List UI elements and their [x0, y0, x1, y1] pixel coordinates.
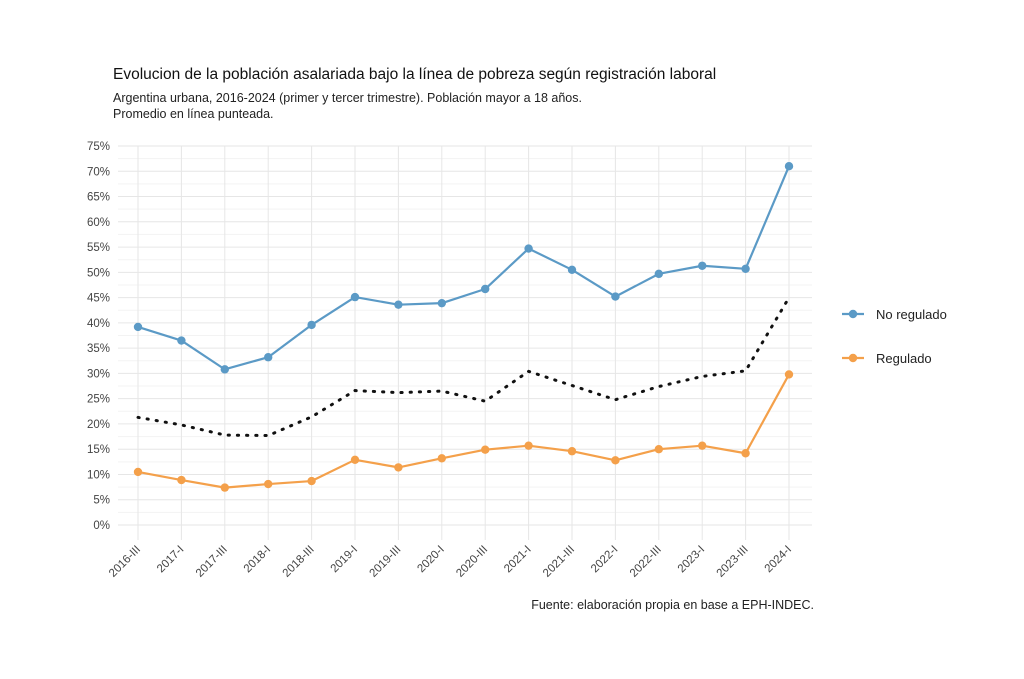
data-point-no-regulado: [784, 162, 794, 171]
legend-label: Regulado: [876, 351, 932, 366]
data-point-regulado: [741, 449, 750, 458]
data-point-regulado: [394, 463, 403, 472]
y-tick-label: 35%: [87, 343, 110, 355]
x-tick-label: 2016-III: [107, 544, 143, 580]
series-line-no-regulado: [137, 165, 791, 371]
series-line-regulado: [137, 373, 790, 489]
data-point-regulado: [220, 483, 229, 492]
x-tick-label: 2020-III: [454, 544, 490, 580]
chart-title: Evolucion de la población asalariada baj…: [113, 66, 716, 83]
y-tick-label: 65%: [87, 192, 110, 204]
x-tick-label: 2021-I: [502, 544, 534, 576]
data-point-regulado: [654, 445, 663, 454]
x-tick-label: 2024-I: [763, 544, 795, 576]
chart-subtitle-line-2: Promedio en línea punteada.: [113, 107, 274, 121]
data-point-regulado: [177, 475, 186, 485]
x-tick-label: 2019-III: [367, 544, 403, 580]
y-tick-label: 55%: [87, 242, 110, 254]
data-point-regulado: [524, 441, 533, 450]
x-tick-label: 2023-I: [676, 544, 708, 576]
data-point-no-regulado: [524, 244, 533, 253]
data-point-regulado: [784, 370, 794, 379]
legend-key-point: [848, 353, 858, 363]
data-point-regulado: [307, 476, 316, 486]
data-point-no-regulado: [177, 336, 186, 345]
series-lines: [133, 162, 794, 492]
legend: No regulado Regulado: [842, 307, 947, 366]
data-point-no-regulado: [567, 265, 577, 275]
x-tick-label: 2017-III: [194, 544, 230, 580]
data-point-no-regulado: [220, 365, 229, 374]
y-tick-label: 15%: [87, 444, 110, 456]
data-point-regulado: [133, 467, 143, 477]
data-point-no-regulado: [611, 292, 620, 301]
x-tick-label: 2022-III: [628, 544, 664, 580]
data-point-regulado: [698, 441, 707, 450]
data-point-no-regulado: [394, 300, 403, 309]
x-tick-label: 2023-III: [715, 544, 751, 580]
data-point-regulado: [264, 479, 273, 489]
legend-key-point: [848, 309, 858, 319]
chart-caption: Fuente: elaboración propia en base a EPH…: [531, 598, 814, 612]
data-point-no-regulado: [481, 284, 490, 294]
y-tick-label: 30%: [87, 368, 110, 380]
data-point-no-regulado: [307, 320, 316, 330]
gridlines: [118, 145, 812, 540]
data-point-no-regulado: [698, 261, 707, 270]
x-axis-ticks: 2016-III 2017-I 2017-III 2018-I 2018-III 2019…: [107, 544, 794, 580]
data-point-no-regulado: [133, 322, 143, 332]
data-point-no-regulado: [264, 353, 273, 362]
average-line: [136, 296, 791, 438]
data-point-no-regulado: [350, 292, 360, 302]
data-point-no-regulado: [654, 269, 663, 279]
y-tick-label: 60%: [87, 217, 110, 229]
y-tick-label: 70%: [87, 166, 110, 178]
y-tick-label: 5%: [93, 495, 110, 507]
data-point-no-regulado: [741, 264, 750, 273]
y-tick-label: 20%: [87, 419, 110, 431]
x-tick-label: 2018-I: [242, 544, 274, 576]
data-point-regulado: [481, 445, 490, 454]
data-point-regulado: [611, 456, 620, 465]
x-tick-label: 2017-I: [155, 544, 187, 576]
x-tick-label: 2021-III: [541, 544, 577, 580]
y-tick-label: 45%: [87, 293, 110, 305]
y-tick-label: 75%: [87, 141, 110, 153]
y-tick-label: 0%: [93, 520, 110, 532]
y-tick-label: 25%: [87, 394, 110, 406]
average-dotted-line: [136, 296, 791, 438]
x-tick-label: 2020-I: [415, 544, 447, 576]
chart-subtitle-line-1: Argentina urbana, 2016-2024 (primer y te…: [113, 91, 582, 105]
x-tick-label: 2022-I: [589, 544, 621, 576]
y-axis-ticks: 0% 5% 10% 15% 20% 25% 30% 35% 40% 45% 50% 55% 60% 65%…: [87, 141, 110, 532]
data-point-regulado: [437, 454, 446, 463]
x-tick-label: 2019-I: [329, 544, 361, 576]
y-tick-label: 50%: [87, 267, 110, 279]
y-tick-label: 10%: [87, 469, 110, 481]
data-point-regulado: [350, 455, 360, 465]
data-point-regulado: [567, 447, 577, 456]
legend-label: No regulado: [876, 307, 947, 322]
y-tick-label: 40%: [87, 318, 110, 330]
data-point-no-regulado: [437, 298, 446, 308]
x-tick-label: 2018-III: [281, 544, 317, 580]
